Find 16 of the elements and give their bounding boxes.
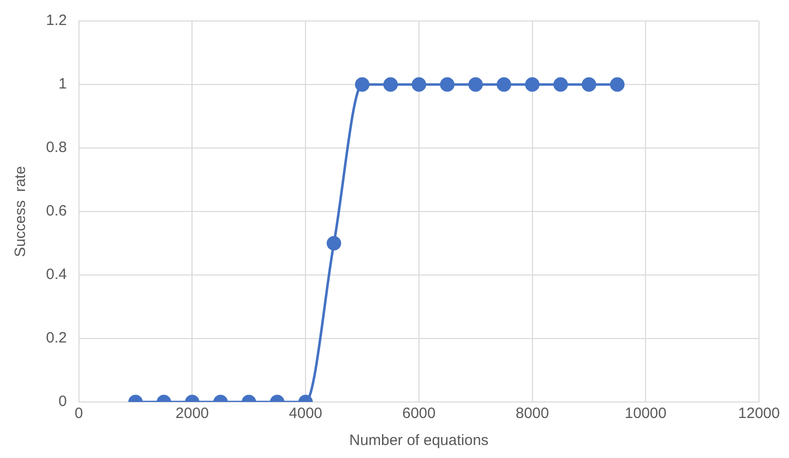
x-tick-label: 8000 (516, 405, 549, 422)
x-axis-title: Number of equations (349, 432, 489, 450)
y-tick-label: 1.2 (46, 12, 67, 30)
y-tick-label: 1 (58, 76, 67, 93)
y-tick-label: 0.8 (46, 139, 67, 156)
y-axis-title: Success rate (12, 166, 30, 257)
x-tick-label: 10000 (624, 405, 666, 422)
x-tick-label: 12000 (738, 405, 780, 422)
x-tick-label: 2000 (176, 405, 209, 422)
y-tick-label: 0.4 (46, 266, 67, 284)
x-tick-label: 4000 (288, 405, 322, 422)
y-tick-label: 0.2 (46, 330, 67, 347)
x-tick-label: 6000 (402, 405, 436, 422)
y-tick-label: 0.6 (46, 202, 67, 220)
x-tick-label: 0 (74, 405, 84, 422)
y-tick-label: 0 (58, 393, 67, 410)
